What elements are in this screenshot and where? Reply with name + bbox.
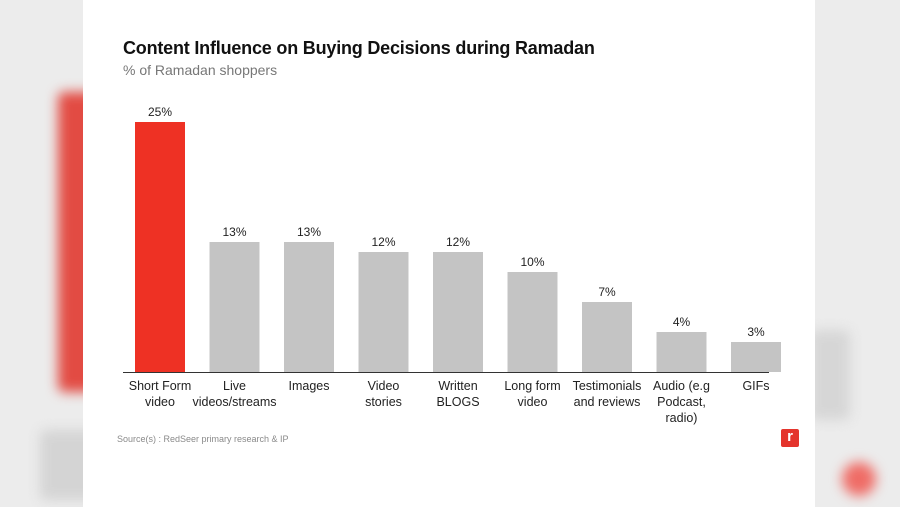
bar-5: [507, 272, 558, 372]
category-label-2: Images: [289, 379, 330, 393]
value-label-4: 12%: [446, 235, 470, 249]
category-label-1: Live videos/streams: [192, 379, 276, 409]
category-label-6: Testimonials and reviews: [573, 379, 642, 409]
bars-group: [135, 122, 781, 372]
value-label-7: 4%: [673, 315, 691, 329]
value-label-1: 13%: [222, 225, 246, 239]
value-label-6: 7%: [598, 285, 616, 299]
value-label-8: 3%: [747, 325, 765, 339]
chart-subtitle: % of Ramadan shoppers: [123, 62, 278, 78]
bar-3: [358, 252, 409, 372]
bar-2: [284, 242, 334, 372]
bar-1: [209, 242, 260, 372]
bar-0: [135, 122, 185, 372]
value-labels-group: 25% 13% 13% 12% 12% 10% 7% 4% 3%: [148, 105, 765, 339]
value-label-0: 25%: [148, 105, 172, 119]
source-note: Source(s) : RedSeer primary research & I…: [117, 434, 289, 444]
background-gray-blur-right: [810, 330, 850, 420]
category-label-4: Written BLOGS: [436, 379, 479, 409]
chart-card: Content Influence on Buying Decisions du…: [83, 0, 815, 507]
background-red-circle: [842, 462, 876, 496]
value-label-3: 12%: [371, 235, 395, 249]
value-label-5: 10%: [520, 255, 544, 269]
value-label-2: 13%: [297, 225, 321, 239]
bar-8: [731, 342, 781, 372]
bar-7: [656, 332, 707, 372]
bar-4: [433, 252, 483, 372]
bar-chart: 25% 13% 13% 12% 12% 10% 7% 4% 3% Short Form video…: [123, 105, 781, 425]
category-label-3: Video stories: [365, 379, 402, 409]
chart-title: Content Influence on Buying Decisions du…: [123, 38, 595, 58]
category-label-5: Long form video: [504, 379, 560, 409]
category-label-8: GIFs: [742, 379, 769, 393]
redseer-logo: r: [781, 429, 799, 447]
category-label-7: Audio (e.g Podcast, radio): [653, 379, 710, 425]
category-label-0: Short Form video: [129, 379, 192, 409]
bar-6: [582, 302, 632, 372]
